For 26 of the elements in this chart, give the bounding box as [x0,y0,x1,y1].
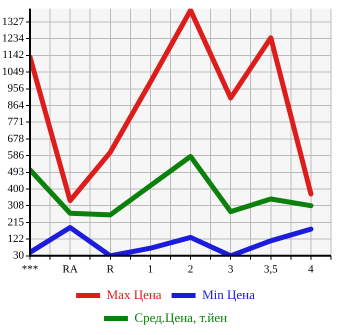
x-tick-label: *** [22,263,38,276]
y-tick-label: 1049 [2,66,24,78]
legend-label: Max Цена [106,286,162,302]
y-tick-label: 586 [8,149,24,162]
x-tick-label: 3,5 [264,263,278,276]
y-tick-label: 1234 [2,32,24,45]
y-tick-label: 771 [8,116,24,128]
y-tick-label: 864 [8,99,24,112]
y-tick-label: 400 [8,182,24,195]
y-tick-label: 1142 [2,49,24,62]
y-tick-label: 122 [8,233,24,246]
y-tick-label: 215 [8,216,24,228]
x-tick-label: 3 [228,263,234,276]
x-tick-label: 2 [188,263,194,276]
x-tick-label: RA [62,263,78,276]
y-tick-label: 493 [8,166,24,178]
y-tick-label: 1327 [2,16,24,28]
legend-label: Сред.Цена, т.йен [134,310,228,325]
y-tick-label: 308 [8,200,24,212]
y-tick-label: 956 [8,82,24,95]
x-tick-label: R [106,263,115,276]
y-tick-label: 30 [13,250,24,262]
x-tick-label: 1 [148,263,154,276]
x-tick-label: 4 [308,263,314,276]
legend-label: Min Цена [202,286,256,302]
y-tick-label: 678 [8,132,24,145]
